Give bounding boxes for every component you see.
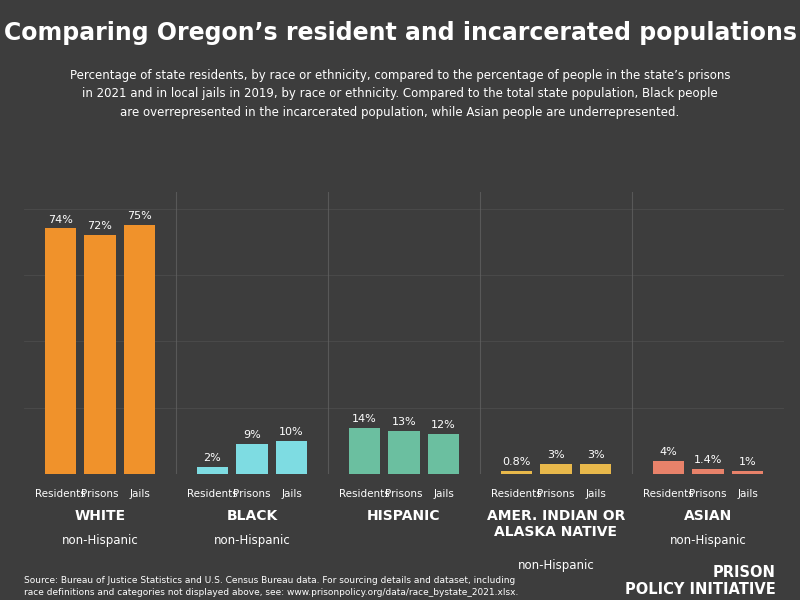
Text: Prisons: Prisons [690,489,726,499]
Text: 75%: 75% [127,211,152,221]
Text: 4%: 4% [660,447,678,457]
Text: 12%: 12% [431,420,456,430]
Text: 2%: 2% [204,454,222,463]
Text: Jails: Jails [737,489,758,499]
Bar [501,472,533,474]
Bar [692,469,724,474]
Text: 0.8%: 0.8% [502,457,530,467]
Text: 9%: 9% [243,430,261,440]
Bar [388,431,420,474]
Text: 1%: 1% [738,457,756,467]
Text: 72%: 72% [87,221,113,231]
Text: Residents: Residents [35,489,86,499]
Bar [653,461,685,474]
Text: 3%: 3% [586,450,604,460]
Bar [579,464,611,474]
Bar [45,229,77,474]
Text: 3%: 3% [547,450,565,460]
Text: Comparing Oregon’s resident and incarcerated populations: Comparing Oregon’s resident and incarcer… [3,21,797,45]
Text: Jails: Jails [585,489,606,499]
Bar [349,428,381,474]
Text: 74%: 74% [48,215,73,224]
Text: HISPANIC: HISPANIC [367,509,441,523]
Text: Jails: Jails [433,489,454,499]
Text: Residents: Residents [187,489,238,499]
Text: Residents: Residents [339,489,390,499]
Text: AMER. INDIAN OR
ALASKA NATIVE: AMER. INDIAN OR ALASKA NATIVE [487,509,625,539]
Bar [123,225,155,474]
Text: Prisons: Prisons [386,489,422,499]
Text: Jails: Jails [281,489,302,499]
Text: Jails: Jails [129,489,150,499]
Text: Residents: Residents [491,489,542,499]
Text: 10%: 10% [279,427,304,437]
Text: Prisons: Prisons [538,489,574,499]
Text: non-Hispanic: non-Hispanic [62,534,138,547]
Bar [197,467,229,474]
Bar [540,464,572,474]
Text: Percentage of state residents, by race or ethnicity, compared to the percentage : Percentage of state residents, by race o… [70,69,730,119]
Bar [427,434,459,474]
Text: non-Hispanic: non-Hispanic [518,559,594,572]
Bar [275,441,307,474]
Text: 14%: 14% [352,413,377,424]
Text: 13%: 13% [392,417,416,427]
Text: non-Hispanic: non-Hispanic [670,534,746,547]
Text: PRISON
POLICY INITIATIVE: PRISON POLICY INITIATIVE [626,565,776,597]
Text: Residents: Residents [643,489,694,499]
Text: WHITE: WHITE [74,509,126,523]
Text: Prisons: Prisons [82,489,118,499]
Text: BLACK: BLACK [226,509,278,523]
Text: ASIAN: ASIAN [684,509,732,523]
Text: Prisons: Prisons [234,489,270,499]
Bar [236,444,268,474]
Bar [731,470,763,474]
Text: 1.4%: 1.4% [694,455,722,466]
Text: non-Hispanic: non-Hispanic [214,534,290,547]
Bar [84,235,116,474]
Text: Source: Bureau of Justice Statistics and U.S. Census Bureau data. For sourcing d: Source: Bureau of Justice Statistics and… [24,576,518,597]
